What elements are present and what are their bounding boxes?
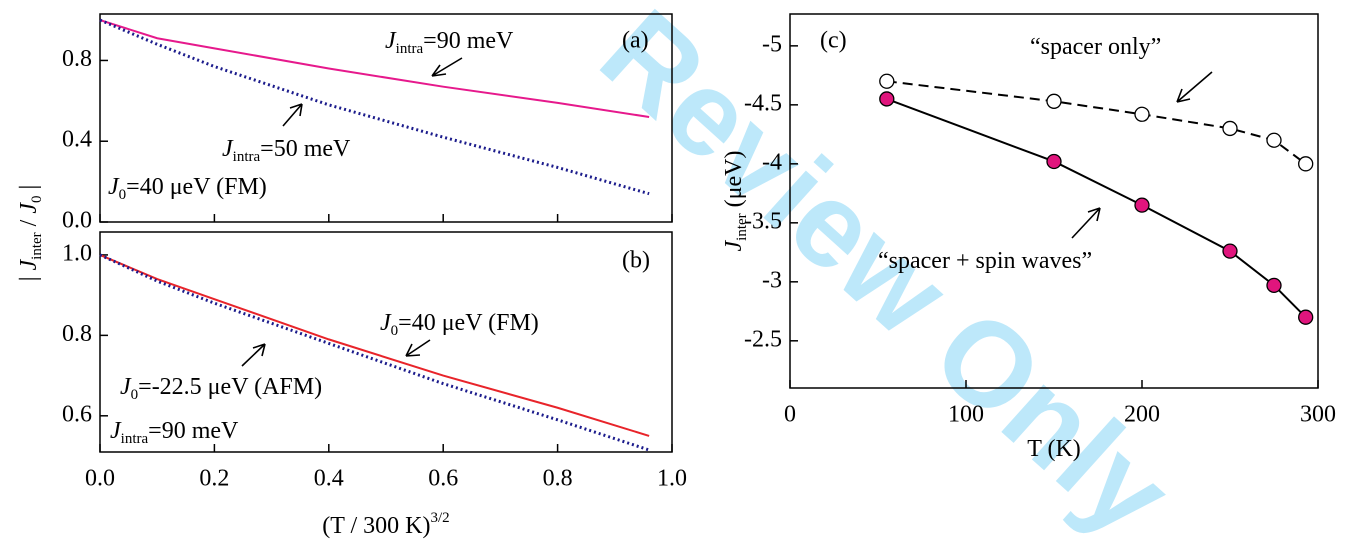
text-part: J <box>380 310 392 336</box>
marker <box>1046 93 1062 109</box>
text-part: inter <box>734 213 750 241</box>
x-tick-label: 300 <box>1300 402 1336 428</box>
y-tick-label: -5 <box>762 31 782 57</box>
panel-label: (b) <box>622 248 650 274</box>
x-tick-label: 0.4 <box>314 466 344 492</box>
marker <box>1298 309 1314 325</box>
text-part: =50 meV <box>260 136 351 162</box>
series-line <box>99 19 650 118</box>
arrows <box>241 57 1213 367</box>
text-part: J <box>16 202 42 214</box>
text-part: =90 meV <box>148 418 239 444</box>
text-part: J <box>385 28 397 54</box>
marker <box>1298 156 1314 172</box>
x-axis-label: (T / 300 K)3/2 <box>322 510 449 538</box>
plot-frame <box>789 13 1319 389</box>
text-part: =-22.5 μeV (AFM) <box>138 374 322 400</box>
annotation: J0=40 μeV (FM) <box>108 174 267 204</box>
text-part: 3/2 <box>431 510 450 526</box>
text-part: intra <box>233 149 261 165</box>
x-axis-label: T (K) <box>1027 436 1081 462</box>
x-tick-label: 100 <box>948 402 984 428</box>
marker <box>1266 132 1282 148</box>
y-tick-label: -4 <box>762 149 782 175</box>
y-tick-label: 0.8 <box>62 321 92 347</box>
marker <box>1046 153 1062 170</box>
y-tick-label: -2.5 <box>744 326 782 352</box>
x-tick-label: 0.0 <box>85 466 115 492</box>
x-tick-label: 200 <box>1124 402 1160 428</box>
y-tick-label: -3.5 <box>744 208 782 234</box>
series-line <box>99 253 650 452</box>
marker <box>1222 120 1238 137</box>
y-tick-label: 0.4 <box>62 127 92 153</box>
text-part: J <box>120 374 132 400</box>
annotation: Jintra=90 meV <box>385 28 514 58</box>
text-part: J <box>108 174 120 200</box>
marker <box>1222 243 1238 259</box>
annotation: J0=40 μeV (FM) <box>380 310 539 340</box>
text-part: =40 μeV (FM) <box>398 310 539 336</box>
plot-frame <box>99 231 673 453</box>
text-part: =40 μeV (FM) <box>126 174 267 200</box>
panel-label: (c) <box>820 28 847 54</box>
marker <box>1266 277 1282 294</box>
y-tick-label: 0.6 <box>62 401 92 427</box>
series-line <box>99 254 650 437</box>
text-part: | <box>16 270 42 281</box>
y-tick-label: -4.5 <box>744 90 782 116</box>
marker <box>1134 197 1150 213</box>
text-part: J <box>222 136 234 162</box>
marker <box>879 73 895 89</box>
text-part: 0 <box>391 323 399 339</box>
annotation: Jintra=50 meV <box>222 136 351 166</box>
text-part: intra <box>121 431 149 447</box>
y-tick-label: -3 <box>762 267 782 293</box>
text-part: 0 <box>29 196 45 204</box>
y-axis-label: | Jinter / J0 | <box>16 185 46 282</box>
text-part: T (K) <box>1027 436 1081 462</box>
x-tick-label: 0.8 <box>543 466 573 492</box>
x-tick-label: 0.6 <box>428 466 458 492</box>
annotation: J0=-22.5 μeV (AFM) <box>120 374 322 404</box>
text-part: =90 meV <box>423 28 514 54</box>
text-part: J <box>16 258 42 270</box>
text-part: (T / 300 K) <box>322 513 430 539</box>
text-part: 0 <box>131 387 139 403</box>
series-line <box>99 18 650 196</box>
panel-label: (a) <box>622 28 649 54</box>
annotation: “spacer + spin waves” <box>878 248 1092 274</box>
plot-frame <box>99 13 673 223</box>
y-tick-label: 1.0 <box>62 240 92 266</box>
x-tick-label: 1.0 <box>657 466 687 492</box>
y-axis-label: Jinter (μeV) <box>721 151 751 252</box>
x-tick-label: 0.2 <box>199 466 229 492</box>
text-part: “spacer + spin waves” <box>878 248 1092 274</box>
text-part: 0 <box>119 187 127 203</box>
text-part: / <box>16 214 42 233</box>
text-part: (μeV) <box>721 151 747 214</box>
text-part: J <box>110 418 122 444</box>
annotation: “spacer only” <box>1030 34 1161 60</box>
marker <box>879 91 895 107</box>
marker <box>1134 106 1150 122</box>
x-tick-label: 0 <box>784 402 796 428</box>
text-part: | <box>16 185 42 196</box>
text-part: inter <box>29 232 45 260</box>
y-tick-label: 0.0 <box>62 208 92 234</box>
annotation: Jintra=90 meV <box>110 418 239 448</box>
text-part: “spacer only” <box>1030 34 1161 60</box>
text-part: intra <box>396 41 424 57</box>
text-part: J <box>721 240 747 252</box>
y-tick-label: 0.8 <box>62 46 92 72</box>
